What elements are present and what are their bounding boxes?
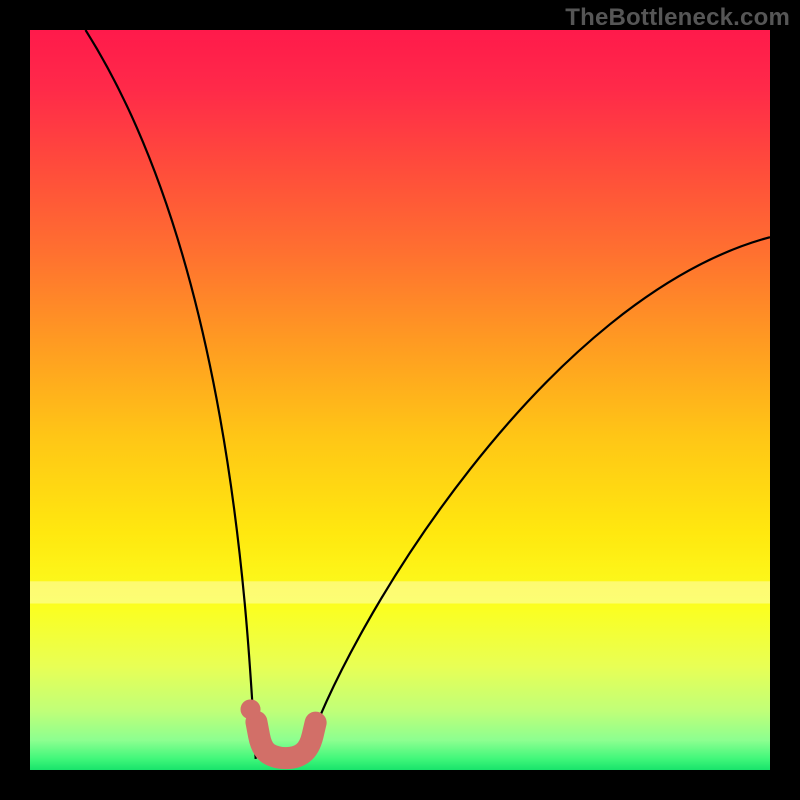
highlight-dot [241,699,261,719]
chart-svg [0,0,800,800]
light-band [30,581,770,603]
watermark-text: TheBottleneck.com [565,4,790,32]
plot-background [30,30,770,770]
chart-stage: TheBottleneck.com [0,0,800,800]
